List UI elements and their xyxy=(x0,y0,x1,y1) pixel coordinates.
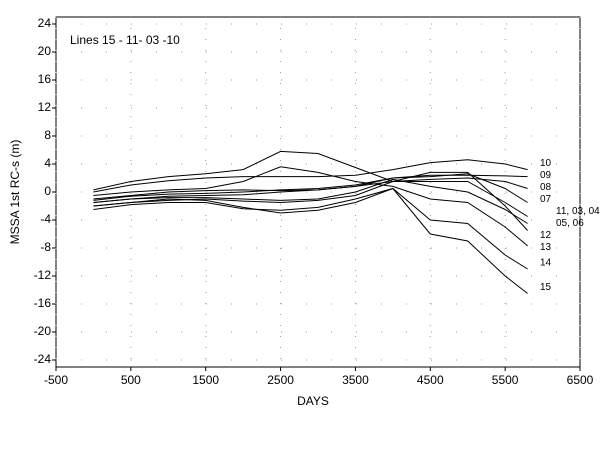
series-label: 13 xyxy=(540,242,552,253)
series-label: 09 xyxy=(540,170,552,181)
y-tick-label: 0 xyxy=(44,184,51,198)
series-line xyxy=(93,173,528,203)
series-line xyxy=(93,178,528,224)
y-tick-label: -4 xyxy=(40,212,51,226)
series-line xyxy=(93,159,528,193)
y-axis-label: MSSA 1st RC-s (m) xyxy=(8,140,22,245)
series-label: 14 xyxy=(540,258,552,269)
series-label: 07 xyxy=(540,194,552,205)
y-tick-label: 20 xyxy=(38,44,52,58)
y-tick-label: -24 xyxy=(34,352,52,366)
plot-area xyxy=(55,16,581,368)
x-axis-label: DAYS xyxy=(297,394,329,408)
series-label: 15 xyxy=(540,282,552,293)
series-label: 10 xyxy=(540,158,552,169)
y-tick-label: 12 xyxy=(38,100,52,114)
x-tick-label: 500 xyxy=(121,373,141,387)
series-label: 11, 03, 04 xyxy=(556,206,600,217)
series-line xyxy=(93,181,528,217)
series-label: 12 xyxy=(540,230,552,241)
y-tick-label: -8 xyxy=(40,240,51,254)
annotation: Lines 15 - 11- 03 -10 xyxy=(70,33,180,47)
series-line xyxy=(93,187,528,294)
series-label: 05, 06 xyxy=(556,218,584,229)
y-tick-label: 24 xyxy=(38,16,52,30)
y-tick-label: -16 xyxy=(34,296,52,310)
x-tick-label: 4500 xyxy=(417,373,444,387)
x-tick-label: 2500 xyxy=(267,373,294,387)
y-tick-label: 4 xyxy=(44,156,51,170)
y-tick-label: 8 xyxy=(44,128,51,142)
x-tick-label: 1500 xyxy=(192,373,219,387)
y-tick-label: -12 xyxy=(34,268,52,282)
y-tick-label: 16 xyxy=(38,72,52,86)
x-tick-label: 3500 xyxy=(342,373,369,387)
series-line xyxy=(93,166,528,247)
x-tick-label: 5500 xyxy=(492,373,519,387)
y-tick-label: -20 xyxy=(34,324,52,338)
x-tick-label: 6500 xyxy=(567,373,594,387)
series-line xyxy=(93,187,528,270)
x-tick-label: -500 xyxy=(44,373,68,387)
series-label: 08 xyxy=(540,182,552,193)
series-line xyxy=(93,177,528,203)
series-line xyxy=(93,150,528,231)
